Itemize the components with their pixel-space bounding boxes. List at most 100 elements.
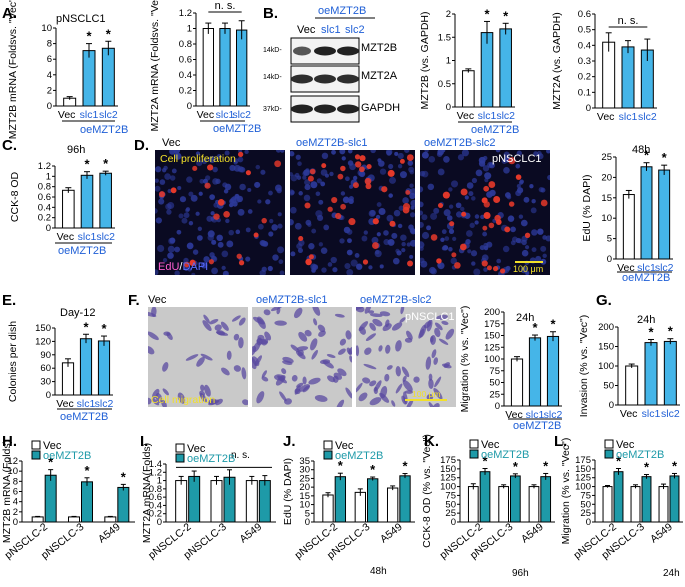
migrated-cell [400,307,405,315]
dapi-nucleus [484,172,492,180]
migrated-cell [385,344,391,354]
significance-mark: * [672,458,678,473]
migrated-cell [380,385,388,399]
y-tick-label: 4 [47,70,52,81]
bar [175,480,188,523]
bar [399,475,411,523]
legend-swatch-oe [604,449,614,459]
bar [630,486,641,523]
dapi-nucleus [503,166,510,174]
significance-mark: * [484,6,490,21]
bar [386,487,399,523]
dapi-nucleus [420,257,425,264]
dapi-nucleus [495,150,501,153]
dapi-nucleus [155,217,162,224]
migrated-cell [220,321,229,331]
edu-nucleus [204,182,211,189]
ns-label: n. s. [618,15,639,27]
x-tick-label: A549 [519,521,546,546]
migration-cell-group [356,307,455,407]
blot-band [291,104,313,114]
dapi-nucleus [502,245,510,253]
y-axis-label: MZT2B mRNA (Foldsvs. "Vec") [7,0,19,139]
y-tick-label: 120 [35,336,51,347]
y-axis-label: EdU (% DAPI) [282,458,294,525]
dapi-nucleus [531,229,538,236]
edu-nucleus [493,196,501,204]
dapi-nucleus [516,150,522,156]
y-tick-label: 0 [13,517,18,528]
edu-nucleus [364,177,372,185]
edu-nucleus [340,203,346,210]
dapi-nucleus [421,214,428,221]
dapi-nucleus [386,214,394,222]
migrated-cell [336,399,345,407]
dapi-nucleus [315,210,323,218]
bar [82,50,96,107]
blot-band [314,104,336,114]
micro-caption: Cell proliferation [160,153,236,165]
edu-nucleus [430,234,438,241]
y-tick-label: 1 [157,476,162,487]
dapi-nucleus [229,164,236,172]
dapi-nucleus [443,209,451,217]
chart-G: 0 50 100 150 200 Invasion (% vs. "Vec") Vec * sl… [578,315,680,420]
migrated-cell [313,318,318,326]
blot-protein: MZT2A [361,70,398,82]
legend-label-oe: oeMZT2B [43,450,91,462]
dapi-nucleus [363,230,368,235]
dapi-nucleus [221,250,229,258]
y-tick-label: 0.6 [149,492,162,503]
migrated-cell [433,387,443,400]
dapi-nucleus [378,207,386,216]
dapi-nucleus [332,267,338,273]
migrated-cell [333,372,343,380]
dapi-nucleus [545,235,550,242]
migrated-cell [356,382,363,393]
edu-nucleus [504,226,511,233]
edu-nucleus [381,186,388,193]
dapi-nucleus [531,199,536,204]
dapi-nucleus [302,175,307,180]
migrated-cell [302,376,307,385]
western-blot [290,37,360,123]
migrated-cell [256,391,265,404]
edu-nucleus [387,169,395,177]
dapi-nucleus [530,207,537,214]
dapi-nucleus [327,262,333,267]
bar [546,335,560,407]
dapi-nucleus [330,256,337,264]
migrated-cell [378,345,383,352]
migrated-cell [379,311,391,317]
y-tick-label: 10 [7,466,18,477]
edu-nucleus [213,213,220,220]
y-tick-label: 0.2 [179,86,192,97]
dapi-nucleus [480,214,485,220]
y-tick-label: 150 [575,464,591,475]
y-tick-label: 0.4 [179,70,192,81]
dapi-nucleus [318,199,324,205]
dapi-nucleus [260,169,266,175]
y-tick-label: 0 [609,400,614,411]
bar [97,340,111,396]
dapi-nucleus [188,191,194,197]
dapi-nucleus [348,150,353,154]
dapi-nucleus [222,270,229,275]
migrated-cell [202,320,212,331]
dapi-nucleus [233,164,241,172]
dapi-nucleus [388,163,394,170]
micro-title: Vec [162,137,181,149]
legend-label-vec: Vec [43,440,62,452]
x-tick-label: slc2 [95,398,114,410]
dapi-nucleus [303,194,311,202]
dapi-nucleus [279,270,285,275]
dapi-nucleus [294,222,302,230]
dapi-nucleus [474,220,479,225]
significance-mark: * [644,148,650,163]
dapi-nucleus [167,252,174,259]
migrated-cell [402,375,407,382]
dapi-nucleus [442,244,449,251]
y-tick-label: 25 [445,508,456,519]
dapi-nucleus [216,154,222,159]
